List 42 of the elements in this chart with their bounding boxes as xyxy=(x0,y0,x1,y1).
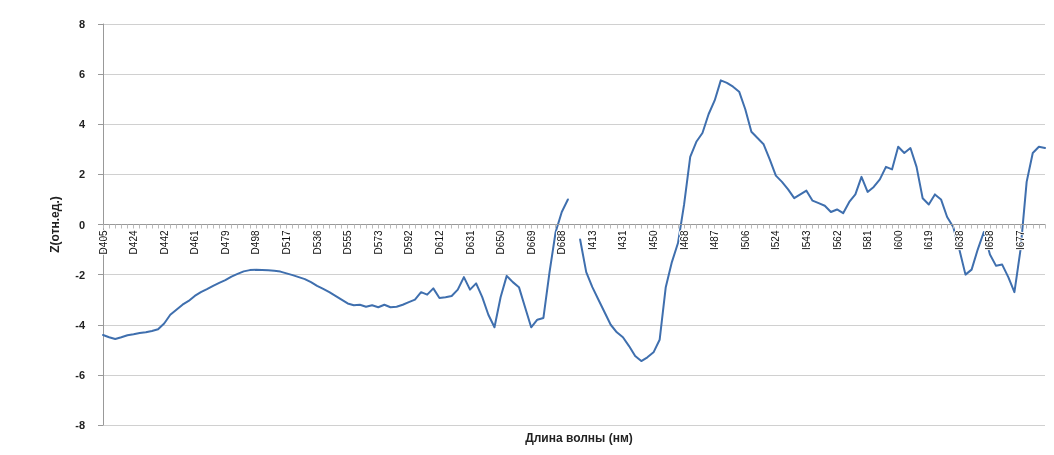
x-tick-label: D669 xyxy=(525,230,537,255)
y-tick-label: 0 xyxy=(78,218,85,231)
x-tick-label: I413 xyxy=(586,230,598,250)
x-tick-label: I677 xyxy=(1015,230,1027,250)
x-tick-label: D405 xyxy=(97,230,109,255)
x-tick-label: D461 xyxy=(189,230,201,255)
x-tick-label: D631 xyxy=(464,230,476,255)
x-tick-label: D517 xyxy=(281,230,293,255)
x-tick-label: I431 xyxy=(617,230,629,250)
y-tick-label: 6 xyxy=(78,68,85,81)
y-tick-label: 4 xyxy=(78,118,86,131)
y-axis-title: Z(отн.ед.) xyxy=(48,196,62,253)
x-tick-label: D442 xyxy=(158,230,170,255)
x-tick-label: D650 xyxy=(495,230,507,255)
x-tick-label: D536 xyxy=(311,230,323,255)
x-axis-title: Длина волны (нм) xyxy=(525,431,633,445)
y-tick-label: -6 xyxy=(75,368,85,381)
x-tick-label: D424 xyxy=(128,230,140,255)
y-tick-label: -4 xyxy=(75,318,86,331)
x-tick-label: D612 xyxy=(433,230,445,255)
x-tick-label: I638 xyxy=(953,230,965,250)
x-tick-label: I506 xyxy=(739,230,751,250)
x-tick-label: I487 xyxy=(709,230,721,250)
x-tick-label: D498 xyxy=(250,230,262,255)
y-tick-label: -8 xyxy=(75,419,85,431)
x-tick-label: I543 xyxy=(800,230,812,250)
x-tick-label: D688 xyxy=(556,230,568,255)
x-tick-label: I581 xyxy=(862,230,874,250)
x-tick-label: I600 xyxy=(892,230,904,250)
x-tick-label: D592 xyxy=(403,230,415,255)
x-tick-label: I562 xyxy=(831,230,843,250)
x-tick-label: I468 xyxy=(678,230,690,250)
x-tick-label: I524 xyxy=(770,230,782,250)
x-tick-label: I658 xyxy=(984,230,996,250)
y-tick-label: 2 xyxy=(78,168,85,181)
x-tick-label: D573 xyxy=(372,230,384,255)
x-tick-label: D479 xyxy=(219,230,231,255)
x-tick-label: I619 xyxy=(923,230,935,250)
x-tick-label: I450 xyxy=(648,230,660,250)
y-tick-label: -2 xyxy=(75,268,85,281)
x-tick-label: D555 xyxy=(342,230,354,255)
y-tick-label: 8 xyxy=(78,18,85,30)
